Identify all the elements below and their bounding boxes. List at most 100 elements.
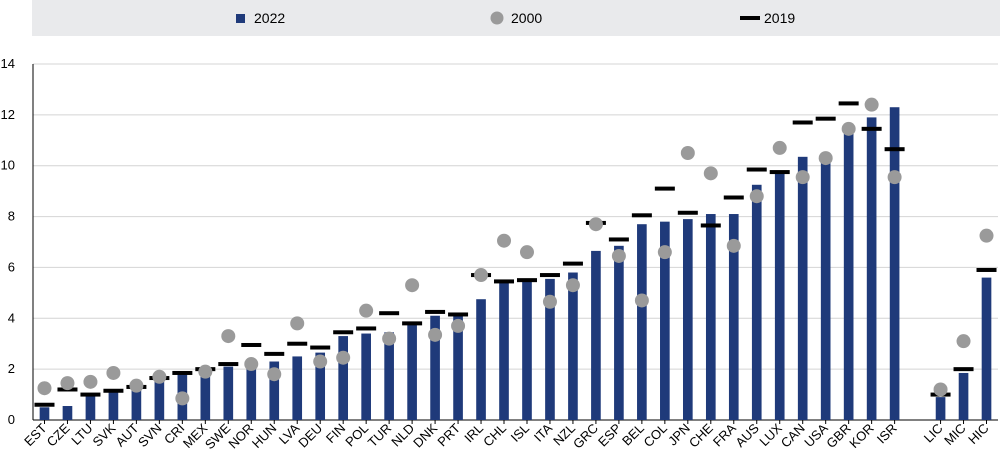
y-tick-label: 2 [8, 361, 15, 376]
y-tick-label: 4 [8, 310, 15, 325]
dash-marker [494, 279, 515, 284]
dash-marker [425, 309, 446, 314]
dash-marker [723, 195, 744, 200]
dot-marker [565, 278, 580, 293]
x-tick-label: ISL [508, 421, 532, 445]
dot-marker [60, 376, 75, 391]
x-tick-label: JPN [665, 421, 693, 449]
bar [705, 214, 716, 420]
dash-marker [608, 237, 629, 242]
dot-marker [37, 381, 52, 396]
y-tick-label: 10 [1, 158, 15, 173]
bar [935, 397, 946, 420]
x-tick-label: LIC [921, 421, 946, 446]
bar [430, 315, 440, 420]
y-tick-label: 0 [8, 412, 15, 427]
x-tick-label: PRT [434, 420, 463, 449]
dash-marker [172, 370, 193, 375]
x-tick-label: ITA [531, 420, 555, 444]
x-tick-label: SVK [90, 420, 119, 449]
x-tick-label: CHE [686, 420, 716, 450]
dash-marker [769, 170, 790, 175]
bar [728, 214, 739, 420]
legend-swatch-bar [236, 14, 245, 23]
bar [62, 406, 73, 420]
bar [614, 245, 624, 420]
bar [958, 372, 969, 420]
x-tick-label: EST [21, 420, 50, 449]
bar [338, 336, 349, 420]
bar [108, 392, 119, 420]
bar [407, 324, 417, 420]
x-tick-label: DEU [295, 421, 325, 451]
dash-marker [562, 261, 583, 266]
x-tick-label: HUN [249, 421, 280, 452]
dash-marker [746, 167, 767, 172]
x-tick-label: TUR [365, 421, 394, 450]
dash-marker [241, 342, 262, 347]
bar [361, 333, 371, 420]
dash-marker [34, 402, 55, 407]
dot-marker [405, 278, 420, 293]
x-tick-label: CZE [44, 420, 73, 449]
bar [154, 381, 165, 420]
dash-marker [103, 388, 124, 393]
bar [591, 250, 601, 420]
bar [774, 173, 785, 420]
y-tick-label: 12 [1, 107, 15, 122]
dot-marker [611, 248, 626, 263]
dot-marker [129, 378, 144, 393]
x-tick-label: FRA [710, 420, 739, 449]
x-tick-label: COL [640, 421, 670, 451]
bar [568, 272, 578, 420]
dot-marker [726, 238, 741, 253]
gridlines [33, 63, 998, 370]
dot-marker [83, 374, 98, 389]
dot-marker [451, 318, 466, 333]
dot-marker [519, 245, 534, 260]
dash-marker [539, 273, 560, 278]
bar [384, 332, 394, 420]
x-tick-label: GBR [823, 421, 854, 452]
x-tick-label: BEL [619, 421, 647, 449]
bar [223, 366, 234, 420]
dot-marker [887, 170, 902, 185]
dash-marker [861, 126, 882, 131]
dash-marker [333, 330, 354, 335]
legend-label: 2022 [254, 10, 285, 26]
bar [522, 280, 532, 420]
bar [499, 281, 509, 420]
dot-marker [657, 245, 672, 260]
x-tick-label: AUT [113, 420, 142, 449]
bar [315, 352, 326, 420]
bar [246, 365, 257, 420]
dot-marker [979, 228, 994, 243]
legend-swatch-dot [490, 11, 504, 25]
dash-marker [516, 278, 537, 283]
dot-marker [795, 170, 810, 185]
y-tick-label: 14 [1, 56, 15, 71]
x-tick-label: AUS [732, 420, 762, 450]
dot-marker [359, 303, 374, 318]
bar [131, 388, 142, 420]
x-tick-label: LTU [68, 421, 95, 448]
bar [889, 107, 900, 420]
dot-marker [864, 97, 879, 112]
dot-marker [542, 294, 557, 309]
x-tick-label: NOR [225, 421, 256, 452]
bar [820, 161, 831, 420]
dash-marker [402, 321, 423, 326]
x-tick-label: ESP [595, 421, 624, 450]
dash-marker [654, 186, 675, 191]
dot-marker [244, 357, 259, 372]
x-tick-label: CAN [778, 421, 808, 451]
x-axis: ESTCZELTUSVKAUTSVNCRIMEXSWENORHUNLVADEUF… [21, 419, 998, 452]
x-tick-label: MIC [941, 421, 968, 448]
dot-marker [933, 382, 948, 397]
bar [981, 277, 992, 420]
dot-marker [106, 365, 121, 380]
dot-marker [221, 329, 236, 344]
dot-marker [152, 369, 167, 384]
dash-marker [700, 223, 721, 228]
legend-swatch-dash [740, 16, 760, 20]
